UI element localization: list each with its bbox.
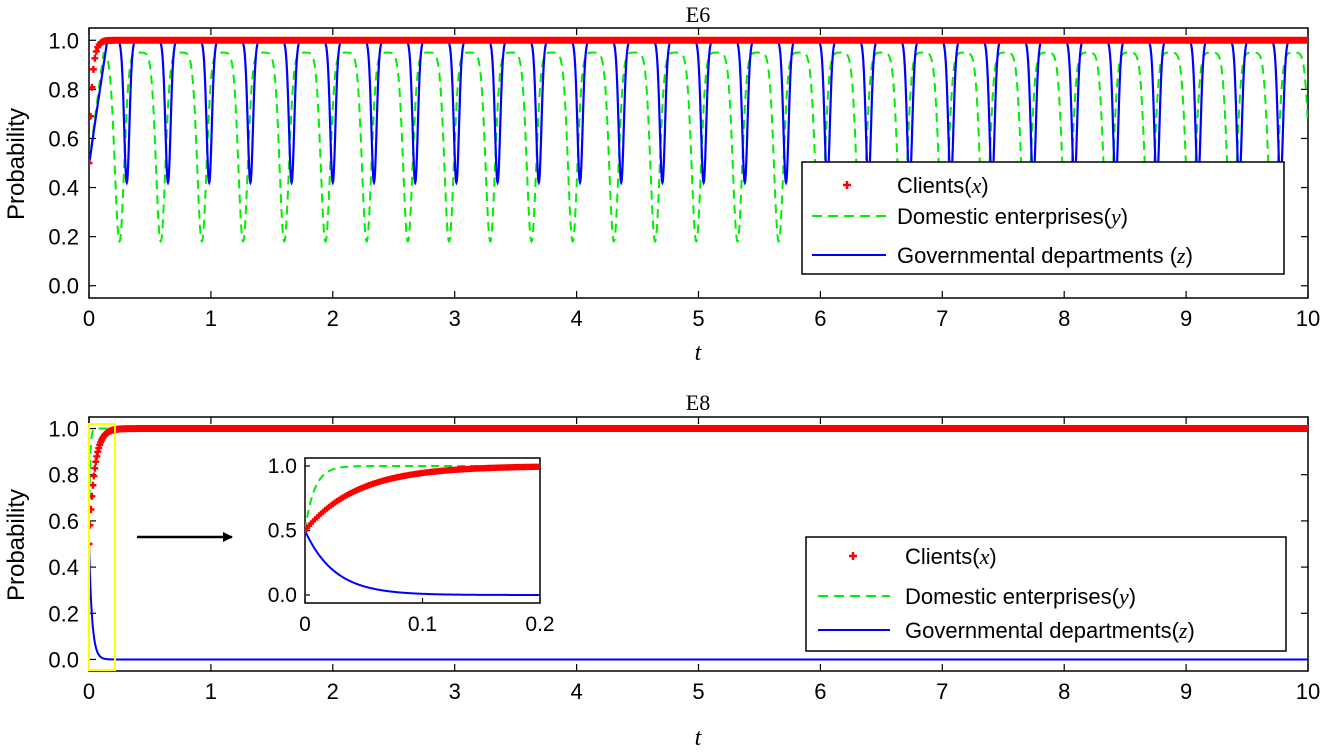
y-tick-label: 0.2 bbox=[48, 601, 79, 626]
y-axis-label: Probability bbox=[3, 489, 30, 601]
inset-clients-markers bbox=[305, 463, 540, 534]
y-tick-label: 0.6 bbox=[48, 126, 79, 151]
x-tick-label: 4 bbox=[570, 306, 582, 331]
y-axis-label: Probability bbox=[3, 108, 30, 220]
legend-label-governmental: Governmental departments(z) bbox=[905, 618, 1195, 643]
series-group bbox=[89, 425, 1308, 661]
x-tick-label: 7 bbox=[936, 306, 948, 331]
x-tick-label: 9 bbox=[1180, 679, 1192, 704]
chart-title: E6 bbox=[686, 2, 710, 27]
legend-label-domestic: Domestic enterprises(y) bbox=[905, 584, 1136, 609]
chart-e8: E8 0 1 2 3 4 5 6 7 8 9 10 0.0 0.2 0.4 0.6 0.8 1.0 Probab… bbox=[3, 390, 1320, 751]
inset-governmental-line bbox=[305, 530, 540, 596]
x-tick-label: 8 bbox=[1058, 306, 1070, 331]
chart-title: E8 bbox=[686, 390, 710, 415]
x-tick-label: 0 bbox=[83, 306, 95, 331]
legend-marker-clients bbox=[843, 181, 851, 189]
inset-y-tick-label: 0.0 bbox=[268, 584, 297, 607]
inset-frame bbox=[304, 457, 541, 604]
x-axis-label: t bbox=[695, 725, 703, 751]
legend: Clients(x) Domestic enterprises(y) Gover… bbox=[805, 536, 1287, 652]
x-tick-label: 4 bbox=[570, 679, 582, 704]
inset-x-tick-label: 0 bbox=[299, 613, 311, 636]
inset-series-group bbox=[305, 463, 540, 596]
x-tick-label: 7 bbox=[936, 679, 948, 704]
chart-e6: E6 0 1 2 3 4 5 6 7 8 9 10 0.0 0.2 0.4 0.6 0.8 1.0 Probab… bbox=[3, 2, 1320, 366]
x-tick-label: 0 bbox=[83, 679, 95, 704]
y-tick-label: 0.2 bbox=[48, 225, 79, 250]
y-tick-label: 0.0 bbox=[48, 274, 79, 299]
y-tick-label: 1.0 bbox=[48, 28, 79, 53]
legend-label-governmental: Governmental departments (z) bbox=[897, 243, 1193, 268]
series-clients-markers bbox=[89, 36, 1308, 167]
x-tick-label: 5 bbox=[692, 679, 704, 704]
series-governmental-line bbox=[89, 543, 1308, 661]
y-tick-label: 0.0 bbox=[48, 647, 79, 672]
x-axis-label: t bbox=[695, 340, 703, 366]
y-tick-label: 0.4 bbox=[48, 176, 79, 201]
legend-box bbox=[805, 536, 1287, 652]
y-tick-label: 0.8 bbox=[48, 77, 79, 102]
axis-ticks: 0 1 2 3 4 5 6 7 8 9 10 0.0 0.2 0.4 0.6 0.8 1.0 bbox=[48, 28, 1320, 331]
y-tick-label: 0.6 bbox=[48, 509, 79, 534]
inset-chart: 0 0.1 0.2 0.0 0.5 1.0 bbox=[268, 455, 555, 636]
x-tick-label: 6 bbox=[814, 306, 826, 331]
inset-x-tick-label: 0.1 bbox=[408, 613, 437, 636]
y-tick-label: 0.4 bbox=[48, 555, 79, 580]
legend-label-clients: Clients(x) bbox=[905, 544, 997, 569]
legend-label-clients: Clients(x) bbox=[897, 173, 989, 198]
x-tick-label: 3 bbox=[449, 306, 461, 331]
legend-label-domestic: Domestic enterprises(y) bbox=[897, 204, 1128, 229]
series-clients-markers bbox=[89, 425, 1308, 548]
zoom-box bbox=[88, 423, 116, 671]
inset-ticks: 0 0.1 0.2 0.0 0.5 1.0 bbox=[268, 455, 555, 636]
inset-y-tick-label: 0.5 bbox=[268, 520, 297, 543]
x-tick-label: 1 bbox=[205, 679, 217, 704]
y-tick-label: 1.0 bbox=[48, 417, 79, 442]
inset-y-tick-label: 1.0 bbox=[268, 455, 297, 478]
x-tick-label: 10 bbox=[1296, 306, 1320, 331]
x-tick-label: 1 bbox=[205, 306, 217, 331]
x-tick-label: 3 bbox=[449, 679, 461, 704]
x-tick-label: 5 bbox=[692, 306, 704, 331]
x-tick-label: 6 bbox=[814, 679, 826, 704]
x-tick-label: 2 bbox=[327, 306, 339, 331]
x-tick-label: 10 bbox=[1296, 679, 1320, 704]
legend: Clients(x) Domestic enterprises(y) Gover… bbox=[801, 161, 1285, 275]
legend-marker-clients bbox=[849, 552, 857, 560]
inset-x-tick-label: 0.2 bbox=[525, 613, 554, 636]
x-tick-label: 9 bbox=[1180, 306, 1192, 331]
y-tick-label: 0.8 bbox=[48, 463, 79, 488]
x-tick-label: 2 bbox=[327, 679, 339, 704]
x-tick-label: 8 bbox=[1058, 679, 1070, 704]
